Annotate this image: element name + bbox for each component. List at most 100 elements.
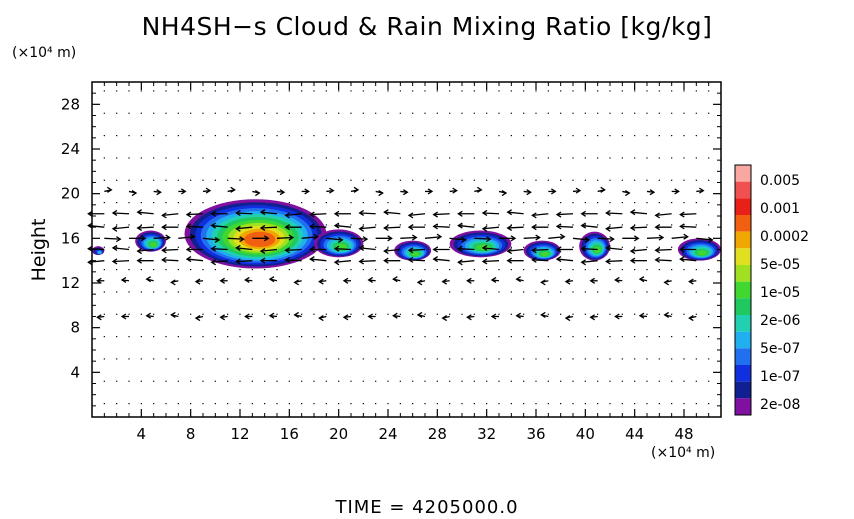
grid-dot (350, 179, 352, 181)
grid-dot (103, 380, 105, 382)
grid-dot (510, 269, 512, 271)
x-tick-label: 44 (625, 425, 644, 443)
grid-dot (313, 291, 315, 293)
grid-dot (473, 202, 475, 204)
grid-dot (412, 90, 414, 92)
grid-dot (399, 403, 401, 405)
grid-dot (313, 358, 315, 360)
grid-dot (313, 112, 315, 114)
grid-dot (695, 313, 697, 315)
grid-dot (301, 358, 303, 360)
wind-arrow-head (293, 279, 300, 286)
grid-dot (486, 336, 488, 338)
wind-arrow (433, 258, 450, 262)
wind-arrow-head (342, 277, 349, 284)
grid-dot (264, 179, 266, 181)
grid-dot (671, 224, 673, 226)
grid-dot (251, 269, 253, 271)
wind-arrow-head (555, 211, 562, 218)
grid-dot (609, 269, 611, 271)
grid-dot (264, 291, 266, 293)
grid-dot (572, 380, 574, 382)
grid-dot (486, 403, 488, 405)
grid-dot (264, 90, 266, 92)
grid-dot (325, 157, 327, 159)
grid-dot (695, 157, 697, 159)
grid-dot (560, 157, 562, 159)
wind-arrow-head (663, 311, 670, 318)
grid-dot (325, 135, 327, 137)
grid-dot (461, 358, 463, 360)
grid-dot (140, 135, 142, 137)
grid-dot (165, 403, 167, 405)
grid-dot (634, 157, 636, 159)
wind-arrow-head (633, 235, 640, 242)
grid-dot (202, 380, 204, 382)
wind-arrow-head (288, 234, 295, 241)
grid-dot (436, 112, 438, 114)
grid-dot (584, 179, 586, 181)
grid-dot (227, 380, 229, 382)
grid-dot (227, 112, 229, 114)
grid-dot (473, 179, 475, 181)
wind-arrow-head (185, 256, 192, 263)
grid-dot (375, 313, 377, 315)
grid-dot (412, 112, 414, 114)
grid-dot (338, 291, 340, 293)
cloud-cell (523, 240, 561, 261)
grid-dot (708, 291, 710, 293)
grid-dot (547, 313, 549, 315)
grid-dot (239, 313, 241, 315)
grid-dot (338, 403, 340, 405)
grid-dot (473, 336, 475, 338)
wind-arrow-head (120, 313, 127, 320)
grid-dot (165, 291, 167, 293)
grid-dot (547, 90, 549, 92)
wind-arrow-head (145, 276, 152, 283)
wind-arrow-head (205, 187, 212, 194)
wind-arrow-head (210, 245, 217, 252)
wind-arrow (236, 247, 253, 251)
cloud-cell (135, 230, 166, 252)
grid-dot (547, 224, 549, 226)
grid-dot (609, 313, 611, 315)
grid-dot (239, 269, 241, 271)
wind-arrow-head (688, 278, 694, 285)
wind-arrow-head (284, 212, 291, 219)
grid-dot (634, 112, 636, 114)
grid-dot (362, 112, 364, 114)
grid-dot (436, 157, 438, 159)
grid-dot (387, 313, 389, 315)
grid-dot (584, 112, 586, 114)
wind-arrow-head (461, 236, 467, 243)
wind-arrow (112, 212, 130, 215)
grid-dot (412, 269, 414, 271)
wind-arrow-head (284, 256, 291, 263)
grid-dot (683, 90, 685, 92)
grid-dot (264, 269, 266, 271)
wind-arrow-head (392, 276, 398, 283)
grid-dot (251, 358, 253, 360)
wind-arrow-head (605, 209, 611, 217)
grid-dot (584, 157, 586, 159)
grid-dot (486, 112, 488, 114)
grid-dot (214, 358, 216, 360)
wind-arrow-head (580, 222, 587, 229)
wind-arrow-head (649, 189, 656, 196)
wind-arrow-head (526, 189, 532, 196)
wind-arrow-head (501, 189, 508, 197)
wind-arrow (359, 260, 376, 263)
wind-arrow-head (605, 225, 611, 232)
grid-dot (683, 358, 685, 360)
grid-dot (412, 291, 414, 293)
grid-dot (227, 157, 229, 159)
grid-dot (387, 112, 389, 114)
grid-dot (597, 202, 599, 204)
grid-dot (140, 403, 142, 405)
grid-dot (658, 90, 660, 92)
cloud-cell (677, 238, 722, 261)
grid-dot (510, 202, 512, 204)
grid-dot (387, 380, 389, 382)
grid-dot (510, 112, 512, 114)
grid-dot (313, 380, 315, 382)
